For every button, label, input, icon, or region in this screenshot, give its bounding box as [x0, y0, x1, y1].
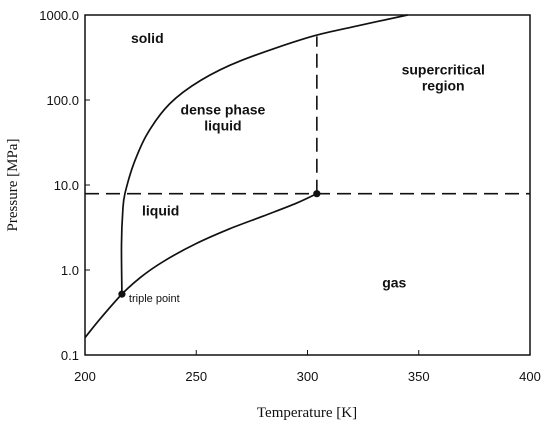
sublimation-vaporization-curve [84, 192, 318, 339]
melting-curve [120, 14, 408, 295]
region-label-dense-phase-liquid: dense phase liquid [181, 102, 266, 134]
y-tick-label: 10.0 [54, 178, 79, 193]
region-label-liquid: liquid [142, 202, 179, 218]
y-tick-label: 0.1 [61, 348, 79, 363]
critical-point-marker [313, 190, 321, 198]
x-tick-label: 300 [297, 369, 319, 384]
region-label-solid: solid [131, 30, 164, 46]
region-label-supercritical-region: supercritical region [402, 62, 485, 94]
y-tick-label: 1000.0 [39, 8, 79, 23]
x-tick-label: 350 [408, 369, 430, 384]
x-tick-label: 400 [519, 369, 541, 384]
reference-lines [85, 36, 530, 195]
region-label-gas: gas [382, 275, 406, 291]
x-axis-ticks: 200 250 300 350 400 [74, 350, 541, 384]
region-labels: solid dense phase liquid supercritical regio… [131, 30, 485, 291]
triple-point-label: triple point [129, 293, 180, 305]
y-axis-label: Pressure [MPa] [5, 139, 21, 232]
point-markers: triple point [118, 190, 321, 305]
y-axis-ticks: 0.1 1.0 10.0 100.0 1000.0 [39, 8, 90, 363]
x-axis-label: Temperature [K] [257, 405, 357, 421]
x-tick-label: 200 [74, 369, 96, 384]
phase-curves [84, 14, 408, 339]
y-tick-label: 100.0 [46, 93, 79, 108]
y-tick-label: 1.0 [61, 263, 79, 278]
x-tick-label: 250 [185, 369, 207, 384]
triple-point-marker [118, 290, 126, 298]
